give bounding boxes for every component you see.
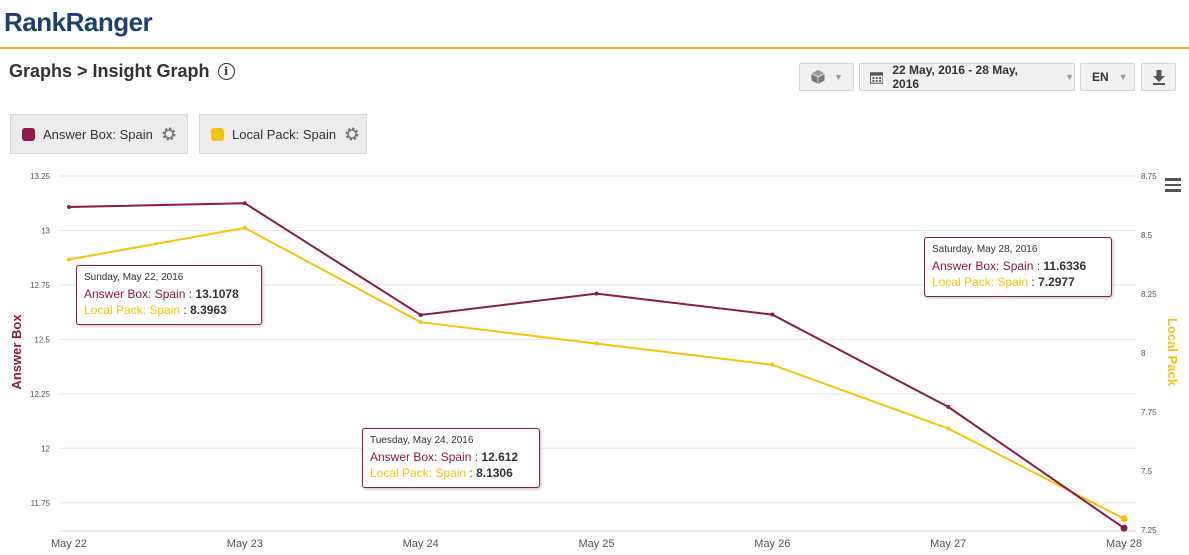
- data-point[interactable]: [1120, 515, 1128, 523]
- data-point[interactable]: [946, 404, 951, 409]
- chevron-down-icon: ▼: [1118, 72, 1128, 82]
- calendar-icon: [870, 71, 884, 84]
- series-toggle-local-pack[interactable]: Local Pack: Spain: [199, 114, 367, 154]
- tooltip-may-28: Saturday, May 28, 2016 Answer Box: Spain…: [924, 237, 1112, 297]
- right-axis-ticks: 8.75 8.5 8.25 8 7.75 7.5 7.25: [1141, 172, 1157, 535]
- chevron-down-icon: ▼: [834, 72, 843, 82]
- left-tick-label: 12.5: [34, 335, 50, 344]
- left-tick-label: 12.25: [30, 390, 51, 399]
- right-tick-label: 8.75: [1141, 172, 1157, 181]
- answer-box-swatch: [22, 127, 35, 141]
- tooltip-lp-label: Local Pack: Spain: [932, 275, 1029, 289]
- data-point[interactable]: [594, 291, 599, 296]
- data-point[interactable]: [770, 362, 775, 367]
- x-tick-label: May 24: [403, 538, 439, 550]
- data-point[interactable]: [418, 320, 423, 325]
- x-tick-label: May 22: [51, 538, 87, 550]
- left-tick-label: 12: [41, 444, 50, 453]
- x-tick-label: May 23: [227, 538, 263, 550]
- right-tick-label: 8.25: [1141, 290, 1157, 299]
- chart-grid: [60, 175, 1136, 532]
- cube-icon: [811, 70, 825, 84]
- x-axis-ticks: May 22 May 23 May 24 May 25 May 26 May 27 May …: [51, 538, 1142, 550]
- series-toggle-answer-box[interactable]: Answer Box: Spain: [10, 114, 188, 154]
- left-tick-label: 13: [41, 226, 50, 235]
- series-points: [67, 201, 1128, 532]
- left-tick-label: 12.75: [30, 281, 51, 290]
- chart-menu-icon[interactable]: [1165, 178, 1181, 195]
- x-tick-label: May 27: [930, 538, 966, 550]
- data-point[interactable]: [67, 257, 71, 262]
- data-point[interactable]: [242, 225, 247, 230]
- date-range-picker[interactable]: 22 May, 2016 - 28 May, 2016 ▼: [859, 63, 1075, 91]
- x-tick-label: May 28: [1106, 538, 1142, 550]
- download-icon: [1152, 70, 1165, 85]
- left-axis-ticks: 13.25 13 12.75 12.5 12.25 12 11.75: [30, 172, 51, 508]
- brand-logo[interactable]: RankRanger: [4, 7, 153, 38]
- data-point[interactable]: [594, 341, 599, 346]
- tooltip-may-22: Sunday, May 22, 2016 Answer Box: Spain :…: [76, 265, 262, 325]
- tooltip-ab-label: Answer Box: Spain: [932, 259, 1034, 273]
- language-dropdown[interactable]: EN ▼: [1080, 63, 1135, 91]
- tooltip-ab-label: Answer Box: Spain: [84, 287, 186, 301]
- gear-icon[interactable]: [162, 127, 176, 141]
- right-axis-label: Local Pack: [1165, 318, 1180, 387]
- right-tick-label: 7.5: [1141, 467, 1153, 476]
- x-tick-label: May 26: [754, 538, 790, 550]
- right-tick-label: 8: [1141, 349, 1146, 358]
- language-value: EN: [1092, 70, 1109, 84]
- left-tick-label: 11.75: [31, 499, 51, 508]
- data-point[interactable]: [946, 426, 951, 431]
- tooltip-may-24: Tuesday, May 24, 2016 Answer Box: Spain …: [362, 428, 540, 488]
- tooltip-ab-value: 11.6336: [1043, 259, 1087, 273]
- tooltip-lp-label: Local Pack: Spain: [370, 466, 467, 480]
- left-axis-label: Answer Box: [9, 314, 24, 390]
- right-tick-label: 8.5: [1141, 231, 1153, 240]
- tooltip-date: Sunday, May 22, 2016: [84, 272, 184, 283]
- tooltip-lp-value: 8.3963: [190, 303, 227, 317]
- right-tick-label: 7.75: [1141, 408, 1157, 417]
- tooltip-ab-value: 12.612: [481, 450, 519, 464]
- right-tick-label: 7.25: [1141, 526, 1157, 535]
- series-toggle-label: Answer Box: Spain: [43, 126, 153, 142]
- local-pack-swatch: [211, 127, 224, 141]
- brand-logo-part2: Ranger: [65, 7, 153, 37]
- tooltip-lp-value: 7.2977: [1038, 275, 1075, 289]
- tooltip-ab-value: 13.1078: [195, 287, 239, 301]
- date-range-text: 22 May, 2016 - 28 May, 2016: [892, 63, 1019, 91]
- page-title: Graphs > Insight Graph i: [9, 61, 235, 82]
- page-title-text: Graphs > Insight Graph: [9, 61, 210, 81]
- chevron-down-icon: ▼: [1065, 72, 1074, 82]
- tooltip-date: Saturday, May 28, 2016: [932, 244, 1038, 255]
- data-point[interactable]: [1120, 524, 1128, 532]
- x-tick-label: May 25: [578, 538, 614, 550]
- tooltip-ab-label: Answer Box: Spain: [370, 450, 472, 464]
- info-icon[interactable]: i: [217, 63, 235, 80]
- download-button[interactable]: [1141, 63, 1176, 91]
- tooltip-date: Tuesday, May 24, 2016: [370, 435, 474, 446]
- top-bar: RankRanger: [0, 0, 1189, 49]
- view-cube-dropdown[interactable]: ▼: [799, 63, 854, 91]
- data-point[interactable]: [418, 312, 423, 317]
- gear-icon[interactable]: [345, 127, 359, 141]
- data-point[interactable]: [242, 201, 247, 206]
- left-tick-label: 13.25: [30, 172, 51, 181]
- series-toggle-label: Local Pack: Spain: [232, 126, 337, 142]
- tooltip-lp-label: Local Pack: Spain: [84, 303, 181, 317]
- tooltip-lp-value: 8.1306: [476, 466, 513, 480]
- data-point[interactable]: [67, 204, 71, 209]
- brand-logo-part1: Rank: [4, 7, 66, 37]
- data-point[interactable]: [770, 312, 775, 317]
